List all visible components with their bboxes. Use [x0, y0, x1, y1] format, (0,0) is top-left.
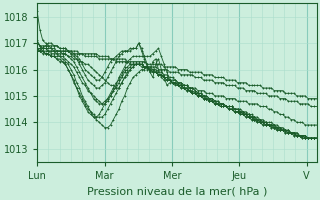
X-axis label: Pression niveau de la mer( hPa ): Pression niveau de la mer( hPa )	[87, 187, 267, 197]
